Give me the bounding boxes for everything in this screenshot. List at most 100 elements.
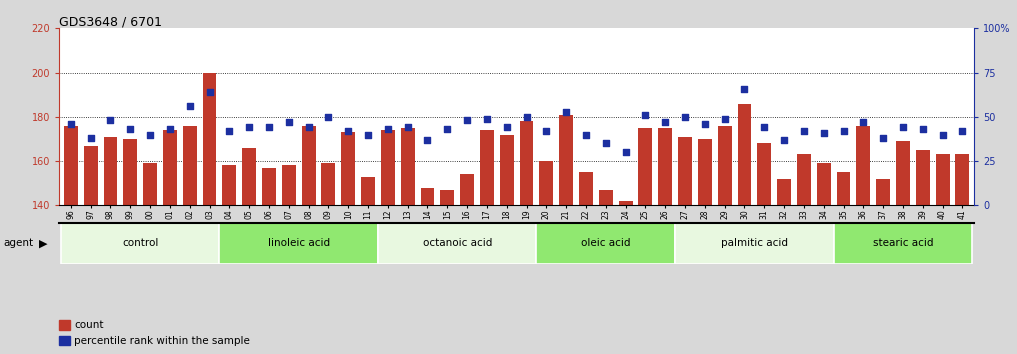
Bar: [599, 190, 612, 205]
Text: control: control: [122, 238, 159, 249]
Text: GDS3648 / 6701: GDS3648 / 6701: [59, 16, 162, 29]
Bar: [675, 223, 834, 264]
Point: [122, 126, 138, 132]
Point: [103, 118, 119, 123]
Point: [875, 135, 891, 141]
Bar: [678, 137, 692, 205]
Point: [717, 116, 733, 121]
Bar: [262, 168, 276, 205]
Bar: [758, 143, 771, 205]
Point: [638, 112, 654, 118]
Text: octanoic acid: octanoic acid: [422, 238, 492, 249]
Point: [776, 137, 792, 143]
Point: [598, 141, 614, 146]
Bar: [639, 128, 652, 205]
Bar: [282, 165, 296, 205]
Bar: [202, 73, 217, 205]
Text: stearic acid: stearic acid: [873, 238, 934, 249]
Bar: [59, 336, 70, 346]
Bar: [718, 126, 731, 205]
Bar: [698, 139, 712, 205]
Bar: [460, 174, 474, 205]
Bar: [361, 177, 375, 205]
Point: [82, 135, 99, 141]
Point: [241, 125, 257, 130]
Point: [757, 125, 773, 130]
Bar: [401, 128, 415, 205]
Point: [260, 125, 277, 130]
Point: [914, 126, 931, 132]
Point: [201, 89, 218, 95]
Point: [459, 118, 475, 123]
Bar: [834, 223, 972, 264]
Bar: [59, 320, 70, 330]
Point: [419, 137, 435, 143]
Text: percentile rank within the sample: percentile rank within the sample: [74, 336, 250, 346]
Bar: [817, 163, 831, 205]
Point: [558, 109, 575, 114]
Bar: [499, 135, 514, 205]
Bar: [936, 154, 950, 205]
Point: [320, 114, 337, 120]
Point: [222, 128, 238, 134]
Bar: [520, 121, 534, 205]
Point: [182, 103, 198, 109]
Point: [736, 86, 753, 91]
Bar: [61, 223, 220, 264]
Point: [795, 128, 812, 134]
Point: [617, 149, 634, 155]
Bar: [877, 179, 890, 205]
Point: [855, 119, 872, 125]
Bar: [104, 137, 117, 205]
Bar: [480, 130, 494, 205]
Point: [142, 132, 159, 137]
Point: [816, 130, 832, 136]
Bar: [658, 128, 672, 205]
Bar: [302, 126, 315, 205]
Bar: [539, 161, 553, 205]
Bar: [123, 139, 137, 205]
Bar: [64, 126, 78, 205]
Bar: [421, 188, 434, 205]
Point: [677, 114, 694, 120]
Text: count: count: [74, 320, 104, 330]
Bar: [342, 132, 355, 205]
Point: [657, 119, 673, 125]
Point: [439, 126, 456, 132]
Point: [300, 125, 316, 130]
Point: [835, 128, 851, 134]
Bar: [777, 179, 791, 205]
Text: agent: agent: [3, 238, 34, 249]
Bar: [837, 172, 850, 205]
Bar: [559, 115, 574, 205]
Point: [935, 132, 951, 137]
Bar: [856, 126, 871, 205]
Point: [498, 125, 515, 130]
Bar: [83, 145, 98, 205]
Point: [162, 126, 178, 132]
Bar: [223, 165, 236, 205]
Point: [697, 121, 713, 127]
Bar: [737, 103, 752, 205]
Bar: [536, 223, 675, 264]
Point: [379, 126, 396, 132]
Text: oleic acid: oleic acid: [581, 238, 631, 249]
Bar: [321, 163, 336, 205]
Point: [281, 119, 297, 125]
Point: [63, 121, 79, 127]
Bar: [183, 126, 196, 205]
Bar: [916, 150, 930, 205]
Bar: [143, 163, 157, 205]
Point: [954, 128, 970, 134]
Point: [340, 128, 356, 134]
Bar: [618, 201, 633, 205]
Bar: [579, 172, 593, 205]
Bar: [797, 154, 811, 205]
Bar: [163, 130, 177, 205]
Bar: [381, 130, 395, 205]
Point: [538, 128, 554, 134]
Point: [360, 132, 376, 137]
Point: [519, 114, 535, 120]
Text: ▶: ▶: [39, 238, 47, 249]
Bar: [242, 148, 256, 205]
